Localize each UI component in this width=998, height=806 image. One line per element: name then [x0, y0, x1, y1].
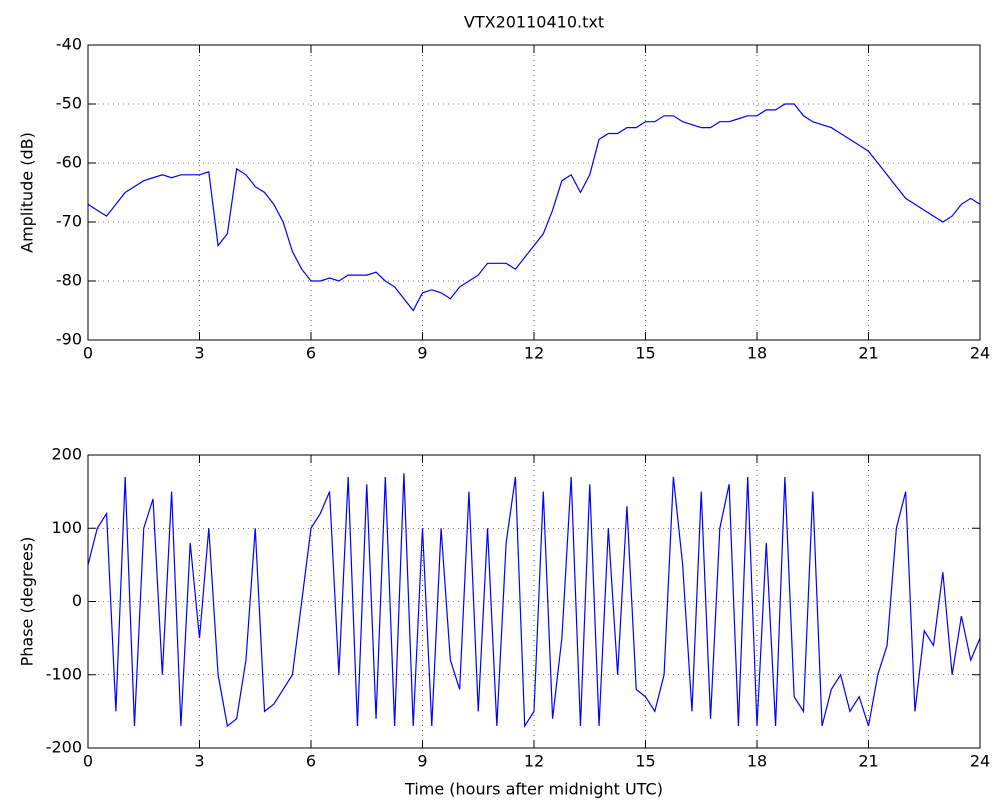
x-tick-label: 15	[635, 344, 655, 363]
y-tick-label: -100	[46, 664, 82, 683]
y-tick-label: -70	[56, 212, 82, 231]
y-tick-label: -80	[56, 271, 82, 290]
x-tick-label: 6	[306, 344, 316, 363]
y-tick-label: 200	[51, 445, 82, 464]
chart-title: VTX20110410.txt	[464, 13, 604, 32]
axes-frame	[87, 44, 981, 341]
data-line	[87, 103, 981, 312]
y-tick-label: -40	[56, 35, 82, 54]
x-tick-label: 3	[194, 752, 204, 771]
y-tick-label: -50	[56, 94, 82, 113]
data-line	[87, 473, 981, 728]
x-tick-label: 21	[858, 752, 878, 771]
x-tick-label: 12	[524, 752, 544, 771]
x-tick-label: 24	[970, 344, 990, 363]
x-tick-label: 12	[524, 344, 544, 363]
x-tick-label: 0	[83, 344, 93, 363]
x-tick-label: 3	[194, 344, 204, 363]
x-tick-label: 9	[417, 344, 427, 363]
axes-frame	[87, 454, 981, 749]
x-tick-label: 6	[306, 752, 316, 771]
y-tick-label: 100	[51, 518, 82, 537]
x-axis-label: Time (hours after midnight UTC)	[404, 780, 663, 799]
x-tick-label: 18	[747, 752, 767, 771]
y-tick-label: -200	[46, 738, 82, 757]
y-tick-label: -60	[56, 153, 82, 172]
x-tick-label: 9	[417, 752, 427, 771]
y-axis-label: Phase (degrees)	[18, 537, 37, 667]
x-tick-label: 18	[747, 344, 767, 363]
x-tick-label: 24	[970, 752, 990, 771]
y-tick-label: 0	[72, 591, 82, 610]
x-tick-label: 15	[635, 752, 655, 771]
y-axis-label: Amplitude (dB)	[18, 132, 37, 253]
x-tick-label: 0	[83, 752, 93, 771]
y-tick-label: -90	[56, 330, 82, 349]
x-tick-label: 21	[858, 344, 878, 363]
